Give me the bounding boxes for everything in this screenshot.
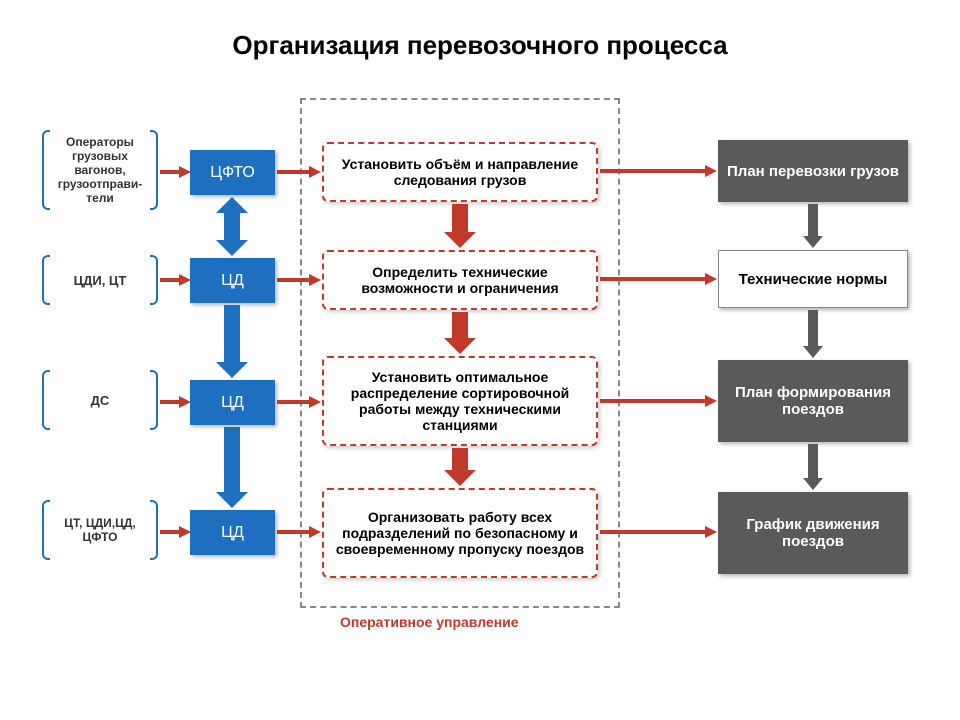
task-1: Установить объём и направление следовани… — [322, 142, 598, 202]
arrow-blue-down-2 — [216, 427, 248, 508]
bracket-label-2: ЦДИ, ЦТ — [50, 255, 150, 305]
arrow-blue-down-1 — [216, 305, 248, 378]
arrow-gray-v-2 — [803, 310, 823, 358]
bracket-open-3 — [42, 370, 50, 430]
bracket-close-4 — [150, 500, 158, 560]
blue-box-cd-1: ЦД — [190, 258, 275, 303]
bracket-close-3 — [150, 370, 158, 430]
arrow-red-v-2 — [444, 312, 476, 354]
bracket-close-2 — [150, 255, 158, 305]
blue-box-cd-2: ЦД — [190, 380, 275, 425]
blue-box-cfto: ЦФТО — [190, 150, 275, 195]
page-title: Организация перевозочного процесса — [0, 30, 960, 61]
arrow-red-v-1 — [444, 204, 476, 248]
right-box-1: План перевозки грузов — [718, 140, 908, 202]
bracket-open-2 — [42, 255, 50, 305]
bracket-label-3: ДС — [50, 370, 150, 430]
arrow-blue-double — [216, 197, 248, 256]
bracket-close-1 — [150, 130, 158, 210]
bracket-open-4 — [42, 500, 50, 560]
bracket-label-1: Операторы грузовых вагонов, грузоотправи… — [50, 130, 150, 210]
task-2: Определить технические возможности и огр… — [322, 250, 598, 310]
ops-caption: Оперативное управление — [340, 614, 519, 630]
task-4: Организовать работу всех подразделений п… — [322, 488, 598, 578]
right-box-4: График движения поездов — [718, 492, 908, 574]
bracket-label-4: ЦТ, ЦДИ,ЦД, ЦФТО — [50, 500, 150, 560]
right-box-3: План формирования поездов — [718, 360, 908, 442]
blue-box-cd-3: ЦД — [190, 510, 275, 555]
arrow-gray-v-3 — [803, 444, 823, 490]
arrow-gray-v-1 — [803, 204, 823, 248]
task-3: Установить оптимальное распределение сор… — [322, 356, 598, 446]
bracket-open-1 — [42, 130, 50, 210]
right-box-2: Технические нормы — [718, 250, 908, 308]
arrow-red-v-3 — [444, 448, 476, 486]
